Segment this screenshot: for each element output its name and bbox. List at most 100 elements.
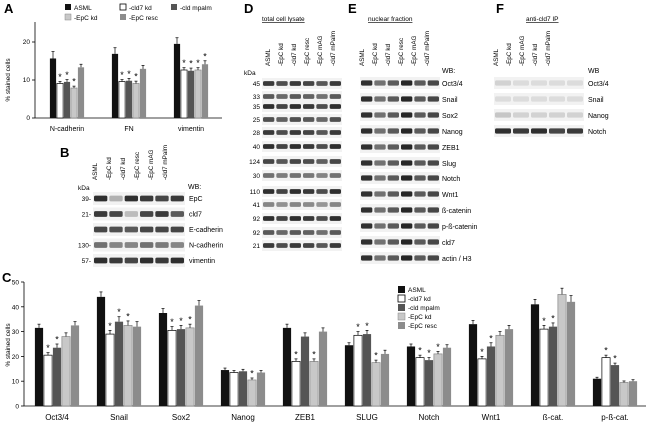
panel-e-row-catenin-band (427, 207, 439, 213)
lane-label-epc-resc: -EpC resc (398, 38, 405, 66)
panel-d-marker: 40 (253, 144, 261, 151)
panel-d-row-band (263, 173, 275, 178)
lane-label-epc-mag: -EpC mAG (148, 149, 155, 180)
panel-a-legend: ASML -cld7 kd -cld mpalm -EpC kd -EpC re… (64, 3, 212, 22)
bar-oct3-4-cld7-kd (43, 354, 53, 407)
panel-e-row-notch-band (387, 175, 399, 181)
panel-e-row-actin-h3-band (361, 255, 373, 261)
significance-star: * (189, 59, 193, 69)
panel-e-letter: E (348, 1, 357, 16)
panel-b-row-cld7-band (170, 211, 184, 217)
panel-e-row-actin-h3-band (427, 255, 439, 261)
lane-label-asml: ASML (92, 162, 99, 180)
bar-oct3-4-cld-mpalm (52, 347, 62, 406)
panel-e-row-catenin-band (387, 207, 399, 213)
bar-sox2-asml (158, 313, 168, 406)
panel-d-row-band (263, 243, 275, 248)
panel-f-label-snail: Snail (588, 97, 604, 104)
lane-label-epc-mag: -EpC mAG (317, 35, 324, 66)
panel-e-row-sox2-band (414, 112, 426, 118)
panel-e-row-snail-band (387, 96, 399, 102)
panel-d-row-strip (262, 186, 342, 197)
panel-b-row-vimentin-band (124, 257, 138, 264)
panel-c-legend: ASML -cld7 kd -cld mpalm -EpC kd -EpC re… (397, 286, 440, 330)
significance-star: * (117, 307, 121, 317)
panel-f-row-oct3-4-band (513, 80, 529, 86)
panel-b-wb: WB: (188, 184, 201, 191)
panel-d-row-band (263, 130, 275, 135)
panel-e-row-nanog-band (401, 128, 413, 134)
lane-label-cld7-kd: -cld7 kd (385, 43, 392, 66)
panel-b-lane-labels: ASML -EpC kd -cld7 kd -EpC resc -EpC mAG -cld… (92, 145, 169, 180)
panel-c-ytick: 30 (12, 329, 20, 336)
panel-d-row-band (329, 117, 341, 122)
panel-e-label-sox2: Sox2 (442, 113, 458, 120)
panel-d-row-band (263, 104, 275, 109)
panel-f-blot: Oct3/4 Snail Nanog Notch (494, 77, 609, 137)
panel-d-row-band (329, 202, 341, 207)
panel-e-row-zeb1-band (361, 144, 373, 150)
panel-f-letter: F (496, 1, 504, 16)
bar-notch-epc-kd (433, 353, 443, 407)
panel-e-row-slug-band (414, 160, 426, 166)
panel-f-row-nanog-band (549, 112, 565, 118)
panel-d-row-band (289, 94, 301, 99)
panel-d-row-band (263, 81, 275, 86)
panel-f: F anti-cld7 IP ASML -EpC kd -EpC mAG -cld7 … (493, 1, 609, 137)
panel-f-row-oct3-4-band (567, 80, 583, 86)
panel-b-marker: 57- (82, 258, 91, 265)
bar-slug-asml (344, 345, 354, 406)
bar-snail-cld7-kd (105, 333, 115, 407)
panel-e-row-cld7-band (374, 239, 386, 245)
lane-label-cld7-mpalm: -cld7 mPalm (424, 31, 431, 66)
panel-f-label-nanog: Nanog (588, 113, 609, 120)
panel-e-row-cld7-band (361, 239, 373, 245)
panel-e-row-oct3-4-band (414, 80, 426, 86)
panel-e-row-cld7-band (427, 239, 439, 245)
significance-star: * (65, 70, 69, 80)
panel-e-wb: WB: (442, 68, 455, 75)
panel-e-row-zeb1-band (427, 144, 439, 150)
panel-e-row-sox2-band (401, 112, 413, 118)
panel-d-row-strip (262, 227, 342, 238)
panel-e-row-wnt1-strip (360, 188, 440, 200)
bar-fn-epc-kd (118, 81, 126, 119)
lane-label-epc-kd: -EpC kd (506, 43, 513, 66)
panel-b-row-n-cadherin-band (155, 242, 169, 248)
significance-star: * (188, 315, 192, 325)
bar-p-cat-epc-resc (628, 381, 638, 406)
panel-e-row-actin-h3-band (401, 255, 413, 261)
panel-f-lane-labels: ASML -EpC kd -EpC mAG -cld7 kd -cld7 mPalm (493, 31, 552, 66)
panel-e-row-nanog-band (414, 128, 426, 134)
panel-c-ytick: 50 (12, 280, 20, 287)
significance-star: * (134, 72, 138, 82)
panel-e-row-sox2-strip (360, 109, 440, 121)
significance-star: * (182, 58, 186, 68)
panel-f-row-snail-band (531, 96, 547, 102)
panel-d-row-band (329, 104, 341, 109)
panel-a-letter: A (4, 1, 14, 16)
panel-f-row-snail-band (495, 96, 511, 102)
panel-f-row-nanog-band (513, 112, 529, 118)
panel-e-label-nanog: Nanog (442, 129, 463, 136)
panel-d-row-band (263, 144, 275, 149)
panel-e-row-oct3-4-band (427, 80, 439, 86)
panel-e-row-actin-h3-strip (360, 252, 440, 264)
panel-c-ylabel: % stained cells (5, 323, 12, 367)
legend-swatch-epc-resc (120, 14, 126, 20)
panel-e-row-wnt1-band (387, 191, 399, 197)
panel-d-row-band (276, 202, 288, 207)
panel-d-row-strip (262, 240, 342, 251)
panel-e-row-nanog-band (427, 128, 439, 134)
panel-f-wb: WB (588, 68, 600, 75)
panel-b-row-epc-band (155, 195, 169, 202)
legend-swatch-epc-resc (398, 322, 405, 329)
panel-c-categories: Oct3/4 Snail Sox2 Nanog ZEB1 SLUG Notch Wnt1 ß-c… (45, 413, 629, 422)
panel-f-row-notch-band (495, 128, 511, 134)
bar-fn-epc-resc (139, 68, 147, 118)
bar-sox2-cld-mpalm (176, 329, 186, 406)
panel-e-row-oct3-4-band (361, 80, 373, 86)
panel-b-row-cld7-band (140, 211, 154, 217)
panel-d-row-band (289, 130, 301, 135)
panel-d-blot: 45 33 35 25 28 40 124 30 110 41 92 92 21 (249, 78, 342, 251)
